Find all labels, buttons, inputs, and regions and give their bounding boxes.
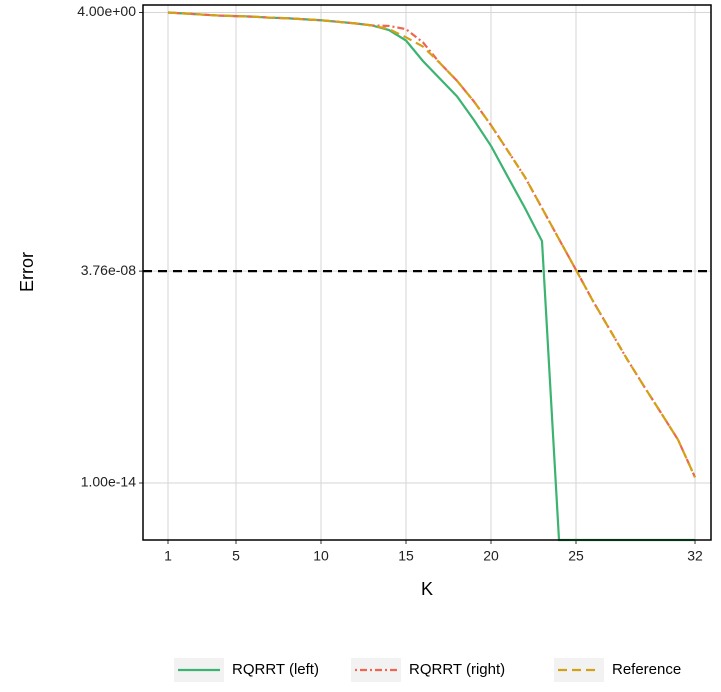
x-tick-label: 10 xyxy=(313,548,329,564)
x-tick-label: 5 xyxy=(232,548,240,564)
x-axis-title: K xyxy=(421,579,433,599)
y-tick-label: 3.76e-08 xyxy=(81,262,136,278)
y-axis-title: Error xyxy=(17,252,37,292)
legend-label: RQRRT (left) xyxy=(232,661,319,678)
x-tick-label: 25 xyxy=(568,548,584,564)
plot-background xyxy=(143,5,711,540)
series-line xyxy=(167,11,697,478)
x-tick-label: 20 xyxy=(483,548,499,564)
y-tick-label: 4.00e+00 xyxy=(77,3,136,19)
legend-label: RQRRT (right) xyxy=(409,661,505,678)
plot-border xyxy=(142,4,712,541)
x-tick-label: 1 xyxy=(164,548,172,564)
legend-label: Reference xyxy=(612,661,681,678)
x-tick-label: 32 xyxy=(687,548,703,564)
y-tick-label: 1.00e-14 xyxy=(81,474,136,490)
x-tick-label: 15 xyxy=(398,548,414,564)
